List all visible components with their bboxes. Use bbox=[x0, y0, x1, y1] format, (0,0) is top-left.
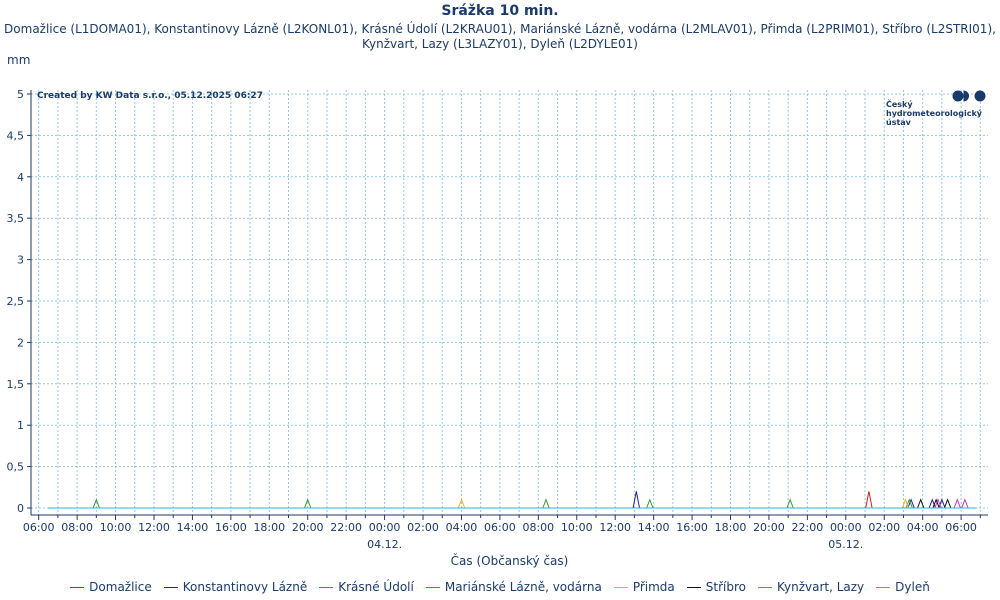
x-tick-label: 04:00 bbox=[907, 521, 939, 534]
legend-label: Stříbro bbox=[705, 580, 746, 594]
x-tick-label: 06:00 bbox=[484, 521, 516, 534]
credit-text: Created by KW Data s.r.o., 05.12.2025 06… bbox=[37, 91, 263, 101]
x-tick-label: 04:00 bbox=[446, 521, 478, 534]
legend-swatch bbox=[319, 586, 334, 588]
y-axis-unit: mm bbox=[7, 53, 31, 67]
y-tick-label: 0,5 bbox=[7, 461, 25, 474]
legend-item[interactable]: Kynžvart, Lazy bbox=[757, 580, 865, 594]
x-tick-label: 02:00 bbox=[868, 521, 900, 534]
x-tick-label: 00:00 bbox=[369, 521, 401, 534]
logo-line-2: hydrometeorologický bbox=[886, 109, 983, 118]
x-tick-label: 18:00 bbox=[715, 521, 747, 534]
legend-swatch bbox=[876, 586, 891, 588]
legend-label: Dyleň bbox=[895, 580, 930, 594]
chart-legend: Domažlice Konstantinovy Lázně Krásné Údolí… bbox=[0, 580, 1000, 594]
series-line-6 bbox=[48, 498, 977, 509]
y-tick-label: 0 bbox=[17, 502, 24, 515]
y-tick-label: 5 bbox=[17, 88, 24, 101]
x-axis-title: Čas (Občanský čas) bbox=[451, 553, 569, 568]
y-tick-label: 3,5 bbox=[7, 212, 25, 225]
x-tick-label: 14:00 bbox=[177, 521, 209, 534]
x-tick-label: 10:00 bbox=[561, 521, 593, 534]
x-tick-label: 06:00 bbox=[23, 521, 55, 534]
series-line-5 bbox=[48, 498, 977, 509]
y-tick-label: 2 bbox=[17, 336, 24, 349]
x-tick-label: 22:00 bbox=[330, 521, 362, 534]
legend-item[interactable]: Mariánské Lázně, vodárna bbox=[425, 580, 602, 594]
legend-label: Mariánské Lázně, vodárna bbox=[444, 580, 602, 594]
legend-swatch bbox=[425, 586, 440, 588]
legend-label: Kynžvart, Lazy bbox=[776, 580, 865, 594]
chart-subtitle: Domažlice (L1DOMA01), Konstantinovy Lázn… bbox=[4, 22, 996, 51]
y-tick-label: 2,5 bbox=[7, 295, 25, 308]
series-line-3 bbox=[48, 498, 977, 509]
y-tick-label: 4,5 bbox=[7, 129, 25, 142]
x-tick-label: 18:00 bbox=[253, 521, 285, 534]
y-tick-label: 4 bbox=[17, 171, 24, 184]
y-tick-label: 1 bbox=[17, 419, 24, 432]
x-tick-label: 12:00 bbox=[599, 521, 631, 534]
legend-label: Krásné Údolí bbox=[338, 580, 414, 594]
legend-label: Domažlice bbox=[89, 580, 152, 594]
legend-item[interactable]: Domažlice bbox=[70, 580, 152, 594]
legend-item[interactable]: Dyleň bbox=[876, 580, 930, 594]
chart-title: Srážka 10 min. bbox=[441, 3, 559, 19]
y-tick-label: 3 bbox=[17, 254, 24, 267]
logo-line-3: ústav bbox=[886, 118, 911, 127]
x-tick-label: 20:00 bbox=[292, 521, 324, 534]
legend-label: Konstantinovy Lázně bbox=[182, 580, 308, 594]
x-tick-label: 02:00 bbox=[407, 521, 439, 534]
legend-item[interactable]: Konstantinovy Lázně bbox=[163, 580, 308, 594]
legend-swatch bbox=[70, 586, 85, 588]
chmi-logo-mark-icon bbox=[952, 90, 986, 102]
x-tick-label: 22:00 bbox=[792, 521, 824, 534]
series-line-4 bbox=[48, 498, 977, 509]
legend-swatch bbox=[686, 586, 701, 588]
legend-swatch bbox=[757, 586, 772, 588]
x-tick-label: 16:00 bbox=[676, 521, 708, 534]
series-line-1 bbox=[48, 491, 977, 509]
legend-swatch bbox=[613, 586, 628, 588]
x-tick-label: 16:00 bbox=[215, 521, 247, 534]
x-tick-label: 08:00 bbox=[522, 521, 554, 534]
legend-item[interactable]: Krásné Údolí bbox=[319, 580, 414, 594]
date-label: 05.12. bbox=[828, 538, 863, 551]
legend-item[interactable]: Stříbro bbox=[686, 580, 746, 594]
x-tick-label: 20:00 bbox=[753, 521, 785, 534]
x-tick-label: 00:00 bbox=[830, 521, 862, 534]
logo-line-1: Český bbox=[886, 100, 913, 109]
x-tick-label: 12:00 bbox=[138, 521, 170, 534]
chmi-logo-text: Český hydrometeorologický ústav bbox=[886, 100, 982, 127]
y-tick-label: 1,5 bbox=[7, 378, 25, 391]
x-tick-label: 14:00 bbox=[638, 521, 670, 534]
x-tick-label: 10:00 bbox=[100, 521, 132, 534]
legend-swatch bbox=[163, 586, 178, 588]
legend-label: Přimda bbox=[632, 580, 675, 594]
x-tick-label: 06:00 bbox=[945, 521, 977, 534]
series-line-2 bbox=[48, 491, 977, 509]
date-label: 04.12. bbox=[367, 538, 402, 551]
x-tick-label: 08:00 bbox=[61, 521, 93, 534]
legend-item[interactable]: Přimda bbox=[613, 580, 675, 594]
